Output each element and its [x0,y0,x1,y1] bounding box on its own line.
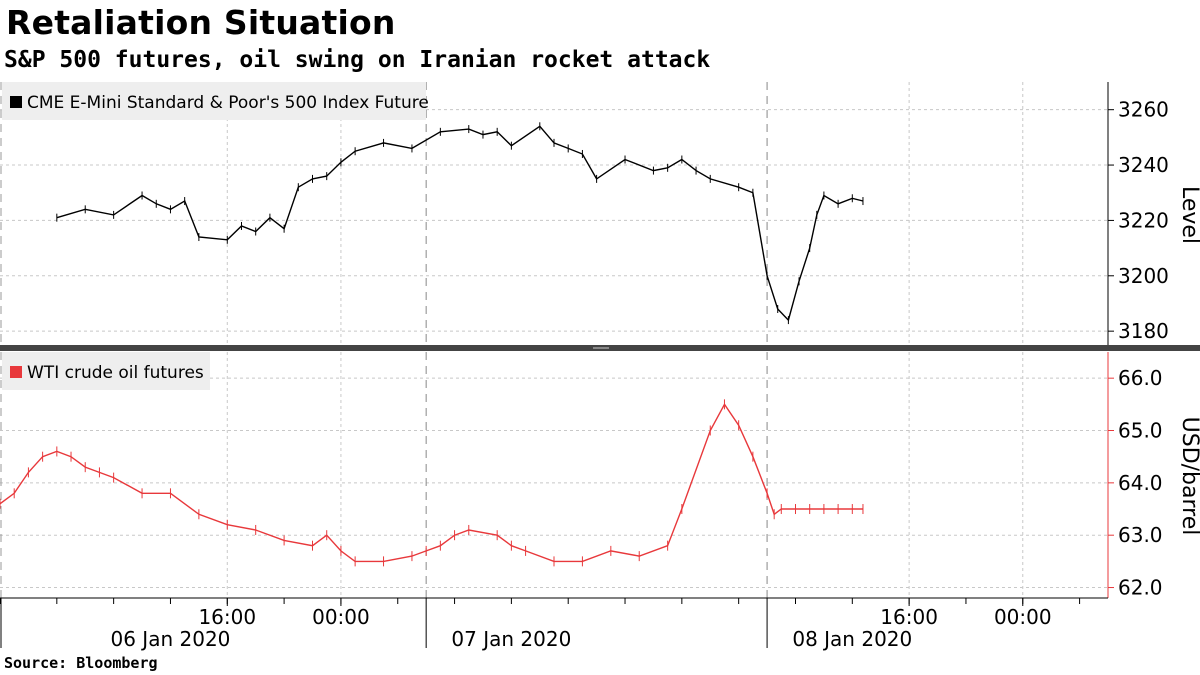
source-note: Source: Bloomberg [4,654,158,672]
y-tick-label-oil: 66.0 [1118,366,1163,390]
panel-divider-grip [593,347,609,349]
legend-label-oil: WTI crude oil futures [27,363,204,383]
y-tick-label-sp500: 3240 [1118,153,1169,177]
legend-box-oil [2,352,210,390]
frame-layer [0,82,1200,648]
y-tick-label-sp500: 3180 [1118,319,1169,343]
legend-swatch-oil [10,366,22,378]
y-axis-title-oil: USD/barrel [1177,417,1200,536]
y-tick-label-sp500: 3260 [1118,98,1169,122]
x-tick-label: 16:00 [198,605,256,629]
x-day-label: 06 Jan 2020 [111,627,231,651]
chart-subtitle: S&P 500 futures, oil swing on Iranian ro… [4,47,711,73]
y-tick-label-oil: 63.0 [1118,523,1163,547]
grid-layer [0,82,1108,598]
x-day-label: 08 Jan 2020 [792,627,912,651]
series-layer [0,122,864,567]
series-line-sp500 [56,125,864,322]
legend-label-sp500: CME E-Mini Standard & Poor's 500 Index F… [27,93,429,113]
x-tick-label: 00:00 [312,605,370,629]
x-day-label: 07 Jan 2020 [451,627,571,651]
legend-box-sp500 [2,82,426,120]
y-tick-label-oil: 65.0 [1118,419,1163,443]
y-tick-label-oil: 64.0 [1118,471,1163,495]
y-tick-label-oil: 62.0 [1118,576,1163,600]
x-tick-label: 16:00 [880,605,938,629]
chart-title: Retaliation Situation [6,3,396,42]
y-tick-label-sp500: 3200 [1118,264,1169,288]
label-layer: 3180 3200 3220 3240 3260 CME E-Mini Standard … [2,82,1200,651]
y-axis-title-sp500: Level [1177,186,1200,244]
y-tick-label-sp500: 3220 [1118,208,1169,232]
x-tick-label: 00:00 [994,605,1052,629]
legend-swatch-sp500 [10,96,22,108]
